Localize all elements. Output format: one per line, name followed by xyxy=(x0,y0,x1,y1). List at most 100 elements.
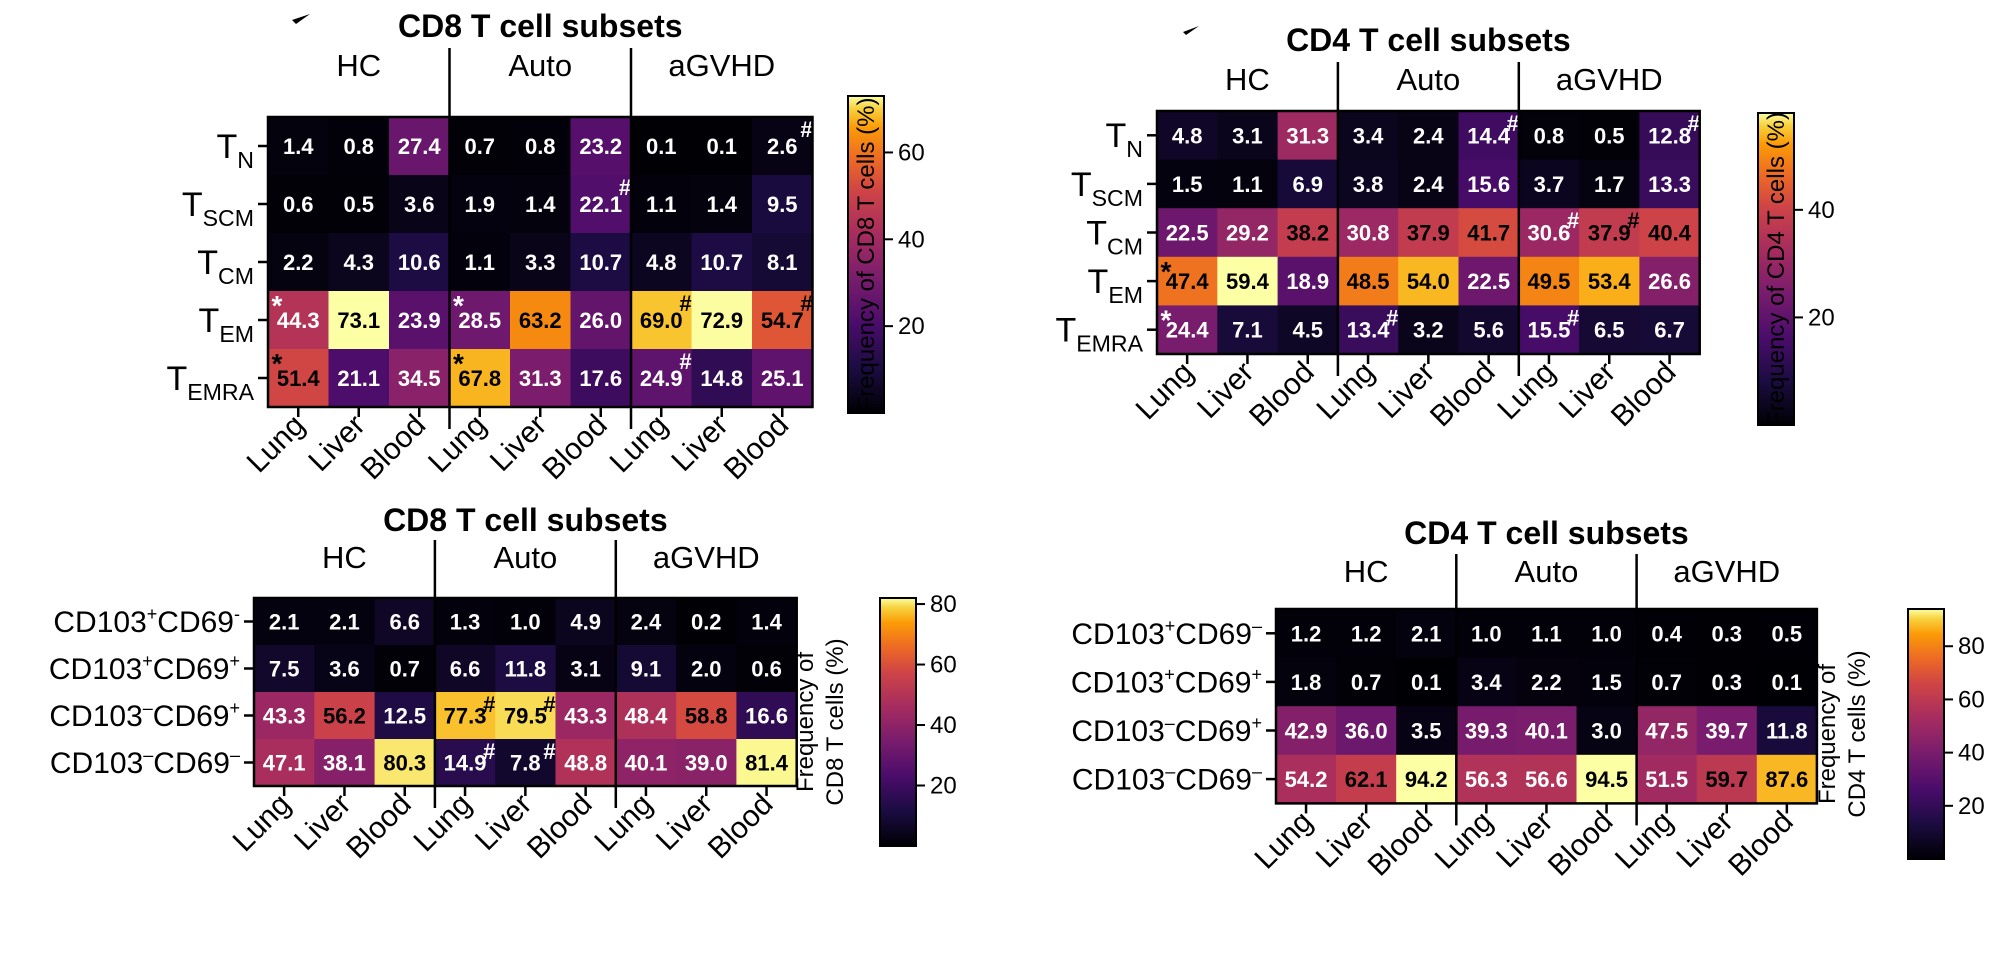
cell-value-label: 2.2 xyxy=(283,250,314,275)
cell-value-label: 17.6 xyxy=(579,366,622,391)
row-label: TEMRA xyxy=(1055,312,1143,357)
hash-marker: # xyxy=(483,692,495,717)
cell-value-label: 63.2 xyxy=(519,308,562,333)
cell-value-label: 0.7 xyxy=(464,134,495,159)
heatmap-cell xyxy=(631,233,693,292)
heatmap-cell xyxy=(1636,706,1698,756)
cell-value-label: 0.8 xyxy=(1534,123,1565,148)
category-label: Lung xyxy=(422,409,493,480)
heatmap-cell xyxy=(676,645,737,693)
cell-value-label: 0.8 xyxy=(343,134,374,159)
cell-value-label: 3.5 xyxy=(1411,719,1442,744)
cell-value-label: 94.2 xyxy=(1405,767,1448,792)
heatmap-cell xyxy=(314,645,376,693)
row-label: TSCM xyxy=(1071,166,1143,211)
heatmap-cell xyxy=(1516,706,1578,756)
cell-value-label: 1.3 xyxy=(450,610,481,635)
group-label: Auto xyxy=(1396,62,1460,97)
heatmap-cell xyxy=(752,233,814,292)
cell-value-label: 0.1 xyxy=(1411,670,1442,695)
heatmap-cell xyxy=(1576,609,1638,659)
cell-value-label: 38.1 xyxy=(323,751,366,776)
cell-value-label: 4.8 xyxy=(1172,123,1203,148)
cell-value-label: 4.8 xyxy=(646,250,677,275)
cell-value-label: 43.3 xyxy=(263,704,306,729)
category-label: Blood xyxy=(340,788,418,866)
category-label: Blood xyxy=(1243,356,1321,434)
hash-marker: # xyxy=(1507,111,1519,136)
heatmap-cell xyxy=(1277,256,1339,306)
category-label: Blood xyxy=(355,409,433,487)
heatmap-cell xyxy=(1217,256,1279,306)
heatmap-cell xyxy=(1398,159,1460,209)
panel-cd8-subsets-top: CD8 T cell subsets HC Auto aGVHD 1.4 0.8 27.4 0… xyxy=(166,8,924,486)
heatmap-cell xyxy=(1696,609,1758,659)
heatmap-cell xyxy=(1157,159,1218,209)
cell-value-label: 25.1 xyxy=(761,366,804,391)
cell-value-label: 62.1 xyxy=(1345,767,1388,792)
heatmap-cell xyxy=(328,175,390,234)
cell-value-label: 1.8 xyxy=(1291,670,1322,695)
cell-value-label: 1.1 xyxy=(1531,621,1562,646)
cell-value-label: 11.8 xyxy=(505,657,547,682)
heatmap-cell xyxy=(1518,111,1580,161)
heatmap-cell xyxy=(1398,208,1460,258)
cell-value-label: 0.2 xyxy=(691,610,722,635)
heatmap-cell xyxy=(1157,305,1218,355)
heatmap-cell xyxy=(615,645,677,693)
heatmap-cell xyxy=(1157,256,1218,306)
heatmap-cell xyxy=(1518,256,1580,306)
cell-value-label: 6.5 xyxy=(1594,318,1625,343)
group-label: Auto xyxy=(493,540,557,575)
hash-marker: # xyxy=(1567,305,1579,330)
heatmap-cell xyxy=(555,739,617,787)
row-label: TEMRA xyxy=(166,360,254,405)
cell-value-label: 26.6 xyxy=(1648,269,1691,294)
heatmap-cell xyxy=(1337,305,1399,355)
heatmap-cell xyxy=(1639,305,1701,355)
cell-value-label: 40.1 xyxy=(1525,719,1568,744)
group-label: aGVHD xyxy=(1556,62,1663,97)
heatmap-cell xyxy=(1277,208,1339,258)
cell-value-label: 87.6 xyxy=(1765,767,1808,792)
cell-value-label: 2.1 xyxy=(329,610,360,635)
cell-value-label: 11.8 xyxy=(1766,719,1808,744)
category-label: Lung xyxy=(1310,356,1381,427)
colorbar-label: CD4 T cells (%) xyxy=(1844,650,1871,817)
heatmap-cell xyxy=(1516,657,1578,707)
cell-value-label: 48.5 xyxy=(1347,269,1390,294)
hash-marker: # xyxy=(1386,305,1398,330)
heatmap-cell xyxy=(1579,159,1640,209)
cell-value-label: 1.2 xyxy=(1351,621,1382,646)
hash-marker: # xyxy=(800,117,812,142)
colorbar-label: Frequency of CD4 T cells (%) xyxy=(1763,112,1790,426)
category-label: Blood xyxy=(1605,356,1683,434)
cell-value-label: 79.5 xyxy=(504,704,547,729)
cell-value-label: 10.7 xyxy=(579,250,622,275)
heatmap-cell xyxy=(1276,657,1337,707)
cell-value-label: 56.6 xyxy=(1525,767,1568,792)
cell-value-label: 2.4 xyxy=(1413,123,1444,148)
heatmap-cell xyxy=(631,291,693,350)
cell-value-label: 53.4 xyxy=(1588,269,1632,294)
cell-value-label: 47.1 xyxy=(263,751,306,776)
group-label: aGVHD xyxy=(1673,554,1780,589)
cell-value-label: 77.3 xyxy=(444,704,487,729)
heatmap-cell xyxy=(1576,657,1638,707)
heatmap-cell xyxy=(389,175,451,234)
heatmap-cell xyxy=(570,349,632,408)
heatmap-cell xyxy=(1636,754,1698,804)
cell-value-label: 1.5 xyxy=(1172,172,1203,197)
heatmap-cell xyxy=(1458,256,1520,306)
heatmap-cell xyxy=(268,233,330,292)
cell-value-label: 56.3 xyxy=(1465,767,1508,792)
cell-value-label: 39.7 xyxy=(1705,719,1748,744)
heatmap-cell xyxy=(1576,706,1638,756)
cell-value-label: 0.8 xyxy=(525,134,556,159)
row-label: CD103–CD69+ xyxy=(49,698,240,733)
group-label: aGVHD xyxy=(668,48,775,83)
heatmap-cell xyxy=(752,349,814,408)
heatmap-cell xyxy=(254,692,315,740)
row-label: TSCM xyxy=(182,186,254,231)
